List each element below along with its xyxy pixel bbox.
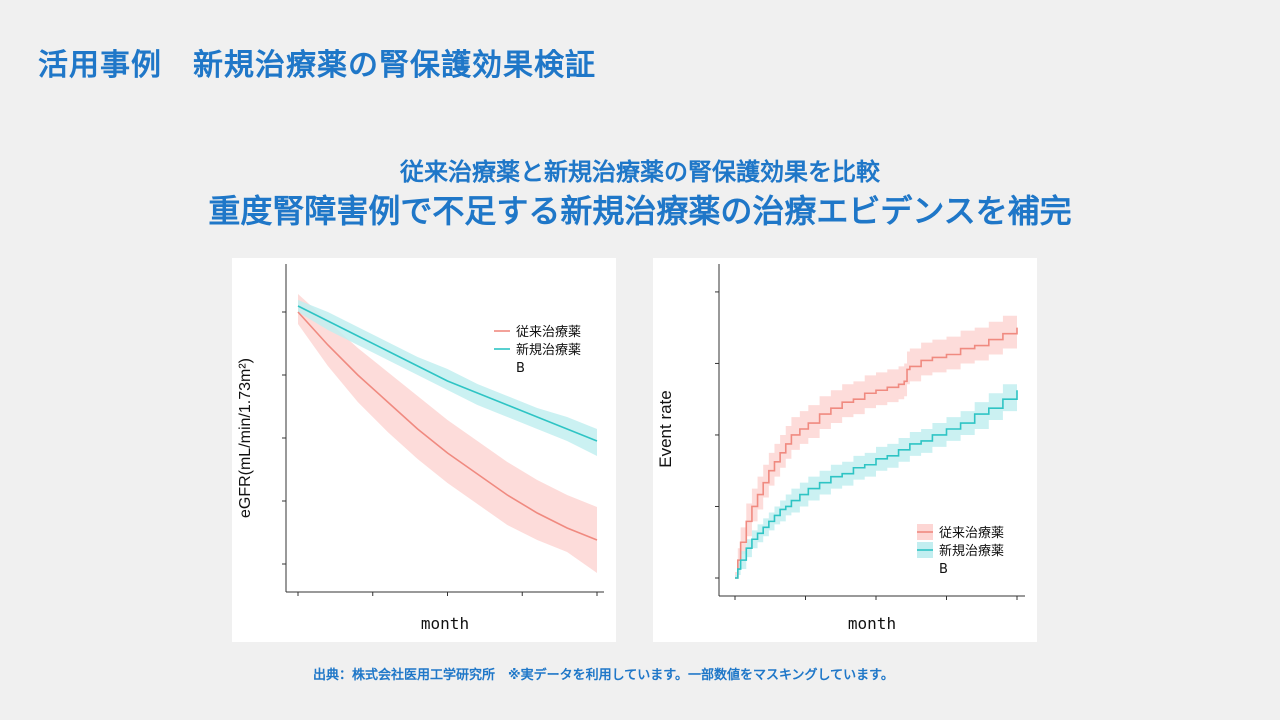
event-rate-y-axis-label: Event rate <box>656 390 675 468</box>
new-series-line <box>297 305 598 442</box>
conventional-series-line <box>735 327 1018 579</box>
event-rate-chart: Event rate month 従来治療薬 新規治療薬 B <box>653 258 1037 642</box>
new-ci-band <box>735 375 1017 578</box>
slide-title: 活用事例 新規治療薬の腎保護効果検証 <box>38 48 596 83</box>
legend-label-new: 新規治療薬 <box>939 543 1004 559</box>
egfr-chart: eGFR(mL/min/1.73m²) month 従来治療薬 新規治療薬 B <box>232 258 616 642</box>
legend-label-b: B <box>939 562 948 577</box>
subtitle-comparison: 従来治療薬と新規治療薬の腎保護効果を比較 <box>400 158 880 186</box>
egfr-legend: 従来治療薬 新規治療薬 B <box>494 325 581 376</box>
legend-label-b: B <box>516 361 525 376</box>
egfr-y-axis-label: eGFR(mL/min/1.73m²) <box>237 358 254 518</box>
new-series-line <box>735 390 1018 579</box>
event-rate-x-axis-label: month <box>848 614 896 633</box>
event-rate-chart-svg: Event rate month 従来治療薬 新規治療薬 B <box>656 264 1025 633</box>
new-ci-band <box>298 300 597 456</box>
source-footnote: 出典：株式会社医用工学研究所 ※実データを利用しています。一部数値をマスキングし… <box>313 668 894 683</box>
egfr-x-axis-label: month <box>421 614 469 633</box>
egfr-chart-svg: eGFR(mL/min/1.73m²) month 従来治療薬 新規治療薬 B <box>237 264 604 633</box>
subtitle-evidence: 重度腎障害例で不足する新規治療薬の治療エビデンスを補完 <box>208 192 1072 230</box>
legend-label-conventional: 従来治療薬 <box>516 325 581 340</box>
conventional-series-line <box>297 311 598 541</box>
legend-label-new: 新規治療薬 <box>516 342 581 358</box>
legend-label-conventional: 従来治療薬 <box>939 526 1004 541</box>
event-rate-legend: 従来治療薬 新規治療薬 B <box>917 524 1004 577</box>
